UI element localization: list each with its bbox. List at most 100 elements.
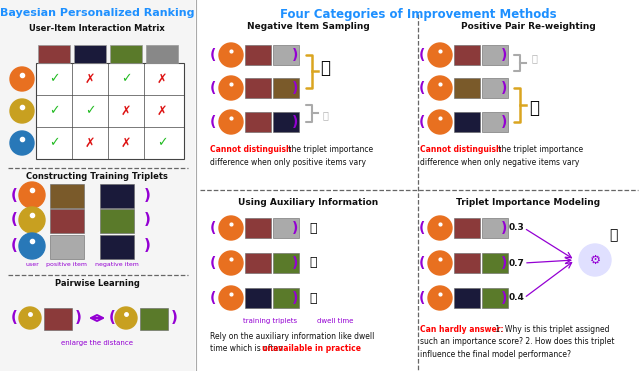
Circle shape (428, 110, 452, 134)
Text: the triplet importance: the triplet importance (496, 145, 583, 154)
Text: ✓: ✓ (49, 72, 60, 85)
Text: ): ) (501, 256, 507, 270)
Circle shape (428, 286, 452, 310)
Circle shape (219, 251, 243, 275)
Text: Using Auxiliary Information: Using Auxiliary Information (238, 198, 378, 207)
Text: (: ( (11, 187, 17, 203)
Bar (454, 288, 480, 308)
Bar (454, 218, 480, 238)
Text: Negative Item Sampling: Negative Item Sampling (246, 22, 369, 31)
Text: 💡: 💡 (529, 99, 539, 117)
Bar (146, 45, 178, 63)
Circle shape (19, 307, 41, 329)
Text: Cannot distinguish: Cannot distinguish (420, 145, 502, 154)
Text: ): ) (501, 291, 507, 305)
Text: ✓: ✓ (49, 105, 60, 118)
Text: Rely on the auxiliary information like dwell: Rely on the auxiliary information like d… (210, 332, 374, 341)
Text: ): ) (143, 187, 150, 203)
Text: 💡: 💡 (322, 110, 328, 120)
Text: dwell time: dwell time (317, 318, 353, 324)
Text: positive item: positive item (47, 262, 88, 267)
Text: ): ) (143, 213, 150, 227)
Circle shape (219, 43, 243, 67)
Text: (: ( (210, 291, 216, 305)
Text: ✓: ✓ (157, 137, 167, 150)
Text: ✓: ✓ (121, 72, 131, 85)
Bar (44, 308, 72, 330)
Bar (482, 45, 508, 65)
Circle shape (19, 233, 45, 259)
Circle shape (219, 216, 243, 240)
Text: 💡: 💡 (320, 59, 330, 77)
Bar (100, 209, 134, 233)
Text: (: ( (210, 115, 216, 129)
Text: (: ( (419, 115, 425, 129)
Text: ): ) (501, 48, 507, 62)
Bar (100, 184, 134, 208)
Text: ): ) (501, 221, 507, 235)
Text: 🕐: 🕐 (309, 221, 317, 234)
Bar (482, 253, 508, 273)
Text: (: ( (210, 48, 216, 62)
Bar (50, 209, 84, 233)
Text: Cannot distinguish: Cannot distinguish (210, 145, 291, 154)
Text: Pairwise Learning: Pairwise Learning (54, 279, 140, 288)
Text: (: ( (11, 311, 17, 325)
Text: Can hardly answer:: Can hardly answer: (420, 325, 504, 334)
Text: time which is often: time which is often (210, 344, 285, 353)
Text: Positive Pair Re-weighting: Positive Pair Re-weighting (461, 22, 595, 31)
Text: (: ( (109, 311, 115, 325)
Text: ): ) (292, 221, 298, 235)
Bar (50, 184, 84, 208)
Text: User-Item Interaction Matrix: User-Item Interaction Matrix (29, 24, 165, 33)
Bar (245, 112, 271, 132)
Circle shape (219, 110, 243, 134)
Text: (: ( (419, 256, 425, 270)
Circle shape (428, 76, 452, 100)
Bar (110, 45, 142, 63)
Bar (454, 253, 480, 273)
Text: (: ( (210, 221, 216, 235)
Text: (: ( (210, 256, 216, 270)
Text: (: ( (419, 48, 425, 62)
Text: negative item: negative item (95, 262, 139, 267)
Text: ): ) (501, 81, 507, 95)
Circle shape (10, 99, 34, 123)
Text: 🕐: 🕐 (309, 292, 317, 305)
Text: difference when only positive items vary: difference when only positive items vary (210, 158, 366, 167)
Text: 🕐: 🕐 (309, 256, 317, 269)
Bar (245, 218, 271, 238)
Text: (: ( (210, 81, 216, 95)
Bar (140, 308, 168, 330)
Bar (36, 63, 184, 159)
Circle shape (579, 244, 611, 276)
Text: 1. Why is this triplet assigned: 1. Why is this triplet assigned (493, 325, 609, 334)
Bar (273, 112, 299, 132)
Bar (245, 78, 271, 98)
Bar (273, 45, 299, 65)
Text: 0.4: 0.4 (509, 293, 525, 302)
Text: enlarge the distance: enlarge the distance (61, 340, 133, 346)
Circle shape (10, 131, 34, 155)
Bar (273, 218, 299, 238)
Text: user: user (25, 262, 39, 267)
Bar (50, 235, 84, 259)
Text: 0.7: 0.7 (509, 259, 525, 267)
Circle shape (115, 307, 137, 329)
Text: 💡: 💡 (531, 53, 537, 63)
Text: Bayesian Personalized Ranking: Bayesian Personalized Ranking (0, 8, 195, 18)
Text: Four Categories of Improvement Methods: Four Categories of Improvement Methods (280, 8, 556, 21)
Text: ⚙: ⚙ (589, 253, 600, 266)
Text: (: ( (419, 291, 425, 305)
Text: ✓: ✓ (84, 105, 95, 118)
Text: unavailable in practice: unavailable in practice (262, 344, 361, 353)
Text: (: ( (419, 81, 425, 95)
Bar (245, 288, 271, 308)
Bar (273, 253, 299, 273)
Bar (38, 45, 70, 63)
Circle shape (19, 182, 45, 208)
Bar (245, 253, 271, 273)
Circle shape (10, 67, 34, 91)
Bar (100, 235, 134, 259)
Circle shape (428, 251, 452, 275)
